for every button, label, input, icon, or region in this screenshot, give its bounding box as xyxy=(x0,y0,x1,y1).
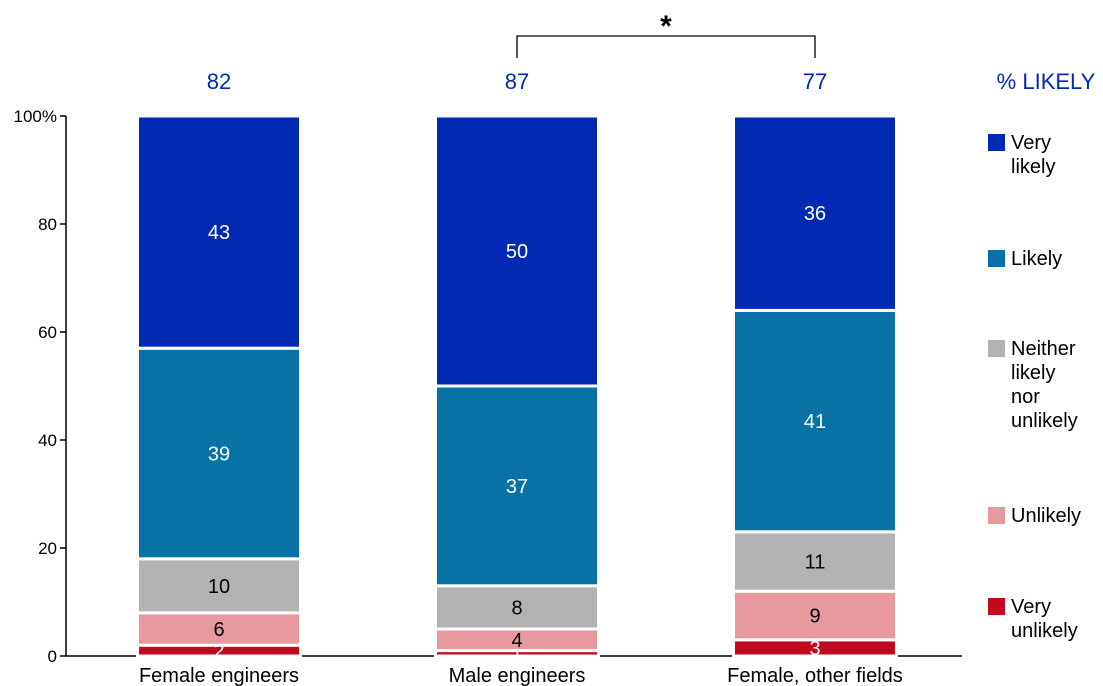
legend-label: Very xyxy=(1011,132,1051,154)
total-label: 77 xyxy=(803,69,827,94)
y-tick-label: 40 xyxy=(38,431,57,450)
data-label: 3 xyxy=(809,638,820,660)
legend-label: Likely xyxy=(1011,248,1062,270)
data-label: 8 xyxy=(511,597,522,619)
y-tick-label: 80 xyxy=(38,215,57,234)
legend-label: unlikely xyxy=(1011,410,1078,432)
total-label: 82 xyxy=(207,69,231,94)
totals-row: 82 87 77 % LIKELY xyxy=(207,69,1096,94)
bar-segment xyxy=(732,530,898,593)
y-tick-label: 100% xyxy=(14,107,57,126)
y-tick-label: 60 xyxy=(38,323,57,342)
data-label: 10 xyxy=(208,576,230,598)
legend: VerylikelyLikelyNeitherlikelynorunlikely… xyxy=(988,132,1081,642)
total-label: 87 xyxy=(505,69,529,94)
bar-segment xyxy=(136,611,302,647)
bar-segment xyxy=(136,557,302,615)
data-label: 41 xyxy=(804,411,826,433)
legend-label: Unlikely xyxy=(1011,505,1081,527)
legend-label: nor xyxy=(1011,386,1040,408)
data-label: 4 xyxy=(511,630,522,652)
legend-label: Very xyxy=(1011,596,1051,618)
data-label: 6 xyxy=(213,619,224,641)
data-label: 9 xyxy=(809,606,820,628)
data-label: 1 xyxy=(511,643,522,665)
x-tick-label: Female engineers xyxy=(139,665,299,686)
significance-bracket: * xyxy=(516,10,816,58)
legend-swatch xyxy=(988,134,1005,151)
data-label: 36 xyxy=(804,203,826,225)
bar-segment xyxy=(434,114,600,388)
legend-label: Neither xyxy=(1011,338,1076,360)
bar-segment xyxy=(732,114,898,312)
legend-swatch xyxy=(988,507,1005,524)
data-label: 43 xyxy=(208,222,230,244)
legend-label: likely xyxy=(1011,156,1055,178)
y-tick-label: 20 xyxy=(38,539,57,558)
significance-line xyxy=(516,35,816,58)
legend-swatch xyxy=(988,250,1005,267)
x-tick-label: Female, other fields xyxy=(727,665,903,686)
data-label: 11 xyxy=(805,552,826,574)
x-tick-label: Male engineers xyxy=(449,665,586,686)
significance-marker: * xyxy=(660,10,672,43)
data-label: 2 xyxy=(213,641,224,663)
bar-segment xyxy=(434,384,600,588)
y-tick-label: 0 xyxy=(48,647,57,666)
data-label: 50 xyxy=(506,241,528,263)
bar-segment xyxy=(732,308,898,534)
legend-label: likely xyxy=(1011,362,1055,384)
data-label: 39 xyxy=(208,444,230,466)
bar-segment xyxy=(136,114,302,350)
bar-segment xyxy=(136,346,302,561)
legend-label: unlikely xyxy=(1011,620,1078,642)
legend-swatch xyxy=(988,598,1005,615)
legend-swatch xyxy=(988,340,1005,357)
data-label: 37 xyxy=(506,476,528,498)
totals-header: % LIKELY xyxy=(997,69,1096,94)
